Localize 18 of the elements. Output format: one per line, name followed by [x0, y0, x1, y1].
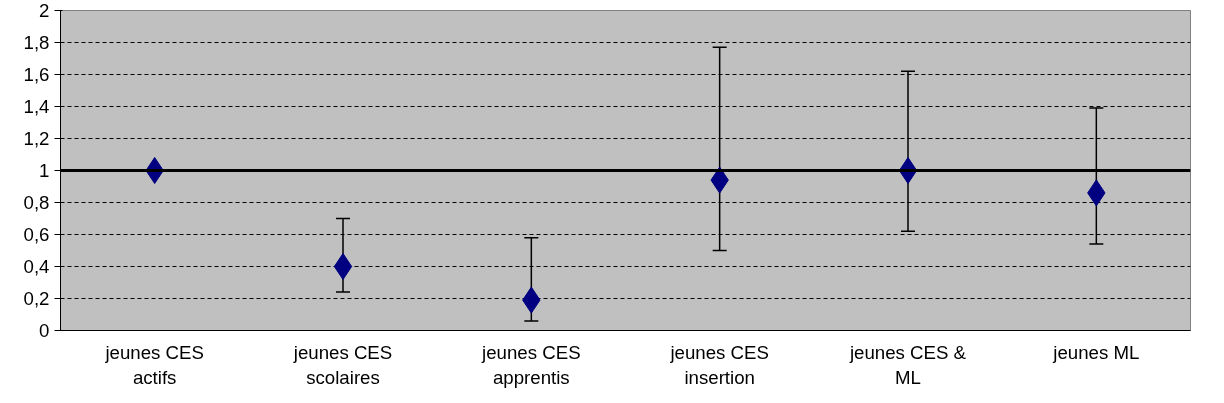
y-tick-label: 0,4: [23, 256, 50, 277]
y-tick-label: 0,6: [23, 224, 50, 245]
y-tick-label: 1,6: [23, 64, 50, 85]
x-tick-label: jeunes CES insertion: [669, 341, 769, 388]
y-tick-label: 1,8: [23, 32, 50, 53]
y-tick-label: 1,4: [23, 96, 50, 117]
y-tick-label: 0,2: [23, 288, 50, 309]
x-tick-label: jeunes ML: [1052, 341, 1140, 363]
x-tick-label: jeunes CES scolaires: [292, 341, 393, 388]
point: [333, 253, 353, 280]
x-tick-label: jeunes CES actifs: [104, 341, 204, 388]
y-tick-label: 0,8: [23, 192, 50, 213]
y-tick-label: 1,2: [23, 128, 50, 149]
y-tick-label: 2: [39, 0, 50, 21]
y-tick-label: 1: [39, 160, 50, 181]
x-tick-label: jeunes CES & ML: [848, 341, 967, 388]
x-tick-label: jeunes CES apprentis: [481, 341, 581, 388]
y-tick-label: 0: [39, 320, 50, 341]
